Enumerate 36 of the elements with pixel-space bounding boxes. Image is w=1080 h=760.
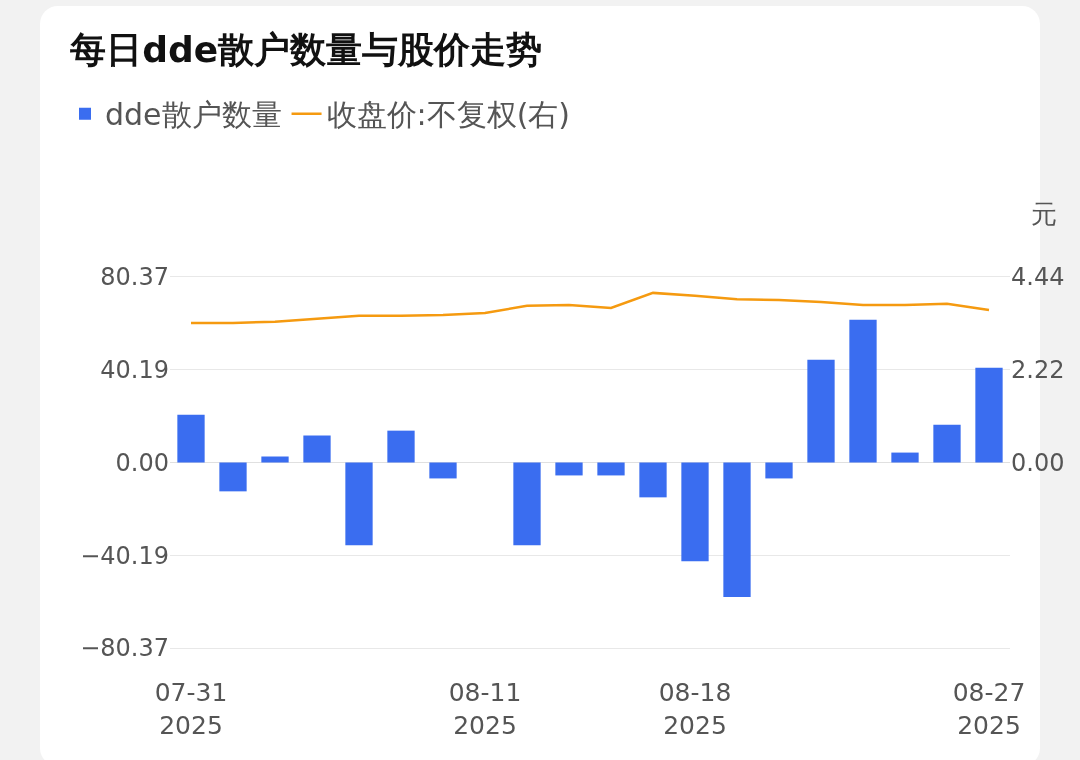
bar [219, 462, 247, 492]
legend-label: dde散户数量 [105, 97, 282, 133]
legend-label: 收盘价:不复权(右) [326, 97, 571, 133]
y2-tick-label: 4.44 [1011, 263, 1065, 292]
bar [303, 435, 331, 463]
y-tick-label: −40.19 [80, 541, 169, 570]
bar [513, 462, 541, 546]
y-tick-label: −80.37 [80, 634, 169, 663]
bar [597, 462, 625, 476]
bar [261, 456, 289, 463]
bar [177, 414, 205, 463]
bar [891, 452, 919, 463]
bar [387, 430, 415, 463]
bar [639, 462, 667, 498]
bar [975, 367, 1003, 463]
y2-axis-title: 元 [1031, 199, 1057, 229]
y-tick-label: 40.19 [100, 356, 169, 385]
bar [723, 462, 751, 598]
bar [555, 462, 583, 476]
bar [765, 462, 793, 479]
bar [849, 319, 877, 463]
bar [681, 462, 709, 562]
line-series [189, 291, 991, 325]
bar [429, 462, 457, 479]
bar [807, 359, 835, 463]
y-tick-label: 80.37 [100, 263, 169, 292]
x-tick-label: 08-27 2025 [952, 678, 1026, 740]
text: 0.00 [115, 448, 169, 477]
chart-title: 每日dde散户数量与股价走势 [69, 29, 543, 70]
x-tick-label: 08-18 2025 [658, 678, 732, 740]
y2-tick-label: 2.22 [1011, 356, 1065, 385]
x-tick-label: 08-11 2025 [448, 678, 522, 740]
text: 0.00 [1011, 448, 1065, 477]
bar [933, 424, 961, 463]
x-tick-label: 07-31 2025 [154, 678, 228, 740]
bar [345, 462, 373, 546]
